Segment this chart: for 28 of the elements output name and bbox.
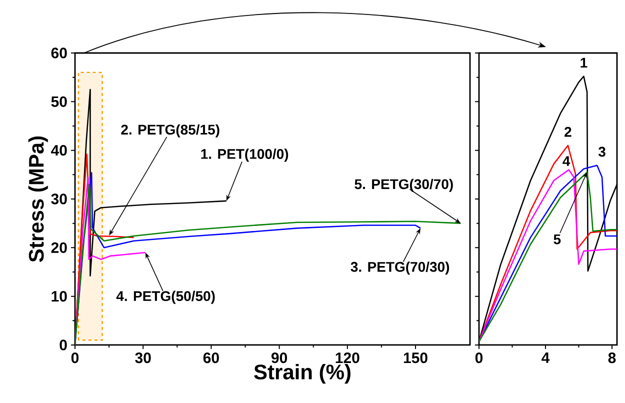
annotation: 4 [562, 156, 570, 166]
x-tick-label: 60 [203, 352, 219, 364]
y-tick-label: 50 [51, 96, 67, 107]
annotation: 1 [580, 58, 588, 68]
x-tick-label: 0 [71, 352, 79, 364]
x-tick-label: 0 [475, 352, 483, 364]
annotation: 3. PETG(70/30) [350, 262, 450, 275]
x-tick-label: 90 [271, 352, 288, 364]
y-tick-label: 60 [51, 48, 67, 58]
annotation: 5. PETG(30/70) [354, 178, 453, 192]
x-tick-label: 4 [542, 352, 550, 363]
x-tick-label: 150 [404, 352, 428, 364]
annotation: 2 [564, 126, 572, 137]
x-tick-label: 8 [608, 352, 616, 364]
annotation: 2. PETG(85/15) [121, 124, 220, 138]
annotation: 1. PET(100/0) [201, 148, 288, 162]
annotation: 5 [554, 234, 561, 244]
annotation: 3 [598, 146, 606, 157]
x-tick-label: 30 [135, 352, 151, 364]
y-tick-label: 10 [52, 291, 67, 302]
y-axis-title: Stress (MPa) [28, 136, 48, 262]
y-tick-label: 20 [51, 242, 67, 253]
y-tick-label: 40 [51, 145, 67, 156]
y-tick-label: 30 [51, 194, 67, 204]
annotation: 4. PETG(50/50) [116, 290, 215, 304]
y-tick-label: 0 [60, 340, 67, 350]
x-tick-label: 120 [336, 352, 360, 364]
x-axis-title: Strain (%) [254, 364, 350, 384]
